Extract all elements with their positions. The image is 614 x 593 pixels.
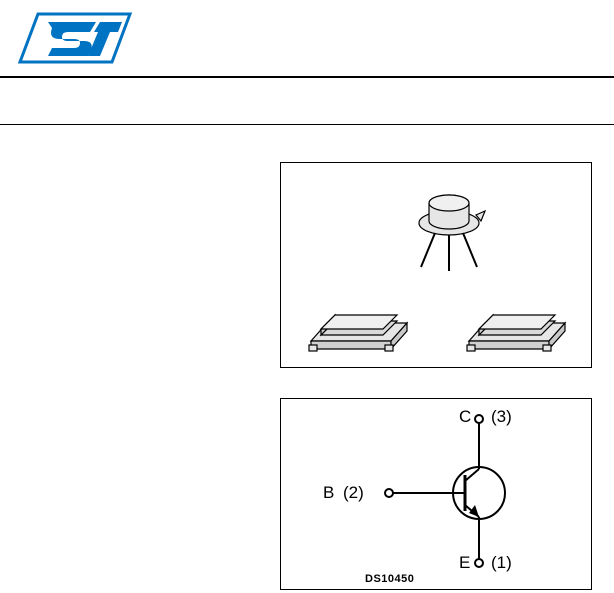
header-rule-bottom	[0, 124, 614, 125]
schematic-figure-box: C (3) (2) B E (1) DS10450	[280, 398, 592, 590]
pin-label-emitter-letter: E	[459, 553, 470, 573]
package-figure-svg	[281, 163, 593, 369]
pin-label-collector-letter: C	[459, 407, 471, 427]
pin-label-base-letter: B	[323, 483, 334, 503]
pin-label-base-number: (2)	[343, 483, 364, 503]
smd-package-right-icon	[467, 315, 565, 351]
ds-reference-label: DS10450	[365, 573, 414, 585]
header-rule-top	[0, 76, 614, 78]
smd-package-left-icon	[309, 315, 407, 351]
pin-label-collector-number: (3)	[491, 407, 512, 427]
st-logo-svg	[18, 8, 138, 68]
to18-package-icon	[419, 195, 485, 271]
pin-label-emitter-number: (1)	[491, 553, 512, 573]
package-figure-box	[280, 162, 592, 368]
st-logo	[18, 8, 138, 68]
